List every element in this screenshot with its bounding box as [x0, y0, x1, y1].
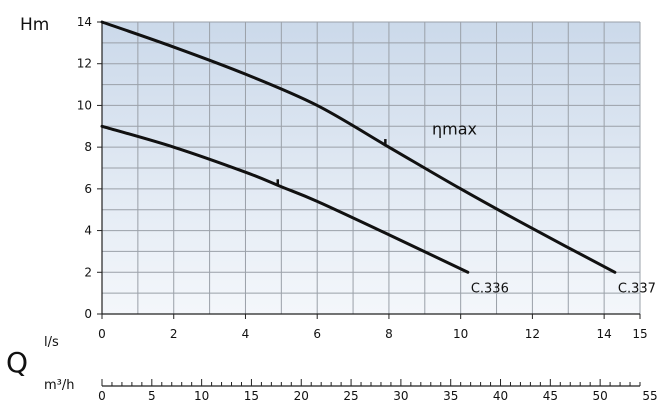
y-tick-label: 12	[77, 57, 92, 71]
series-label: C.337	[618, 281, 656, 296]
y-tick-label: 4	[84, 224, 92, 238]
secondary-tick-label: 5	[148, 389, 156, 403]
secondary-tick-label: 30	[393, 389, 408, 403]
secondary-tick-label: 50	[593, 389, 608, 403]
y-axis-title: Hm	[20, 15, 49, 35]
secondary-tick-label: 10	[194, 389, 209, 403]
x-tick-label: 14	[596, 327, 611, 341]
x-tick-label: 15	[632, 327, 647, 341]
axes	[97, 21, 641, 387]
secondary-tick-label: 25	[343, 389, 358, 403]
x-tick-label: 4	[242, 327, 250, 341]
x-axis-title-m3h: m³/h	[44, 378, 75, 393]
secondary-tick-label: 20	[294, 389, 309, 403]
x-tick-label: 6	[313, 327, 321, 341]
labels: 0 2 4 6 8 10 12 14 Hm 0 2 4 6 8 10 12 14 15 l/s Q 0 5 10 15 20 25…	[6, 15, 658, 403]
x-axis-title-ls: l/s	[44, 335, 59, 350]
x-tick-label: 8	[385, 327, 393, 341]
y-tick-label: 2	[84, 265, 92, 279]
y-tick-label: 6	[84, 182, 92, 196]
curve-c336	[100, 124, 470, 274]
quantity-symbol: Q	[6, 346, 28, 379]
curve-c337	[100, 20, 617, 274]
x-tick-label: 2	[170, 327, 178, 341]
secondary-tick-label: 15	[244, 389, 259, 403]
x-tick-label: 10	[453, 327, 468, 341]
secondary-tick-label: 55	[642, 389, 657, 403]
secondary-tick-label: 40	[493, 389, 508, 403]
curves	[100, 20, 617, 274]
x-tick-label: 12	[525, 327, 540, 341]
series-label: C.336	[471, 281, 509, 296]
secondary-tick-label: 35	[443, 389, 458, 403]
y-tick-label: 8	[84, 140, 92, 154]
secondary-tick-label: 0	[98, 389, 106, 403]
eta-max-label: ηmax	[432, 120, 477, 139]
x-tick-label: 0	[98, 327, 106, 341]
y-tick-label: 14	[77, 15, 92, 29]
y-tick-label: 0	[84, 307, 92, 321]
y-tick-label: 10	[77, 98, 92, 112]
secondary-tick-label: 45	[543, 389, 558, 403]
